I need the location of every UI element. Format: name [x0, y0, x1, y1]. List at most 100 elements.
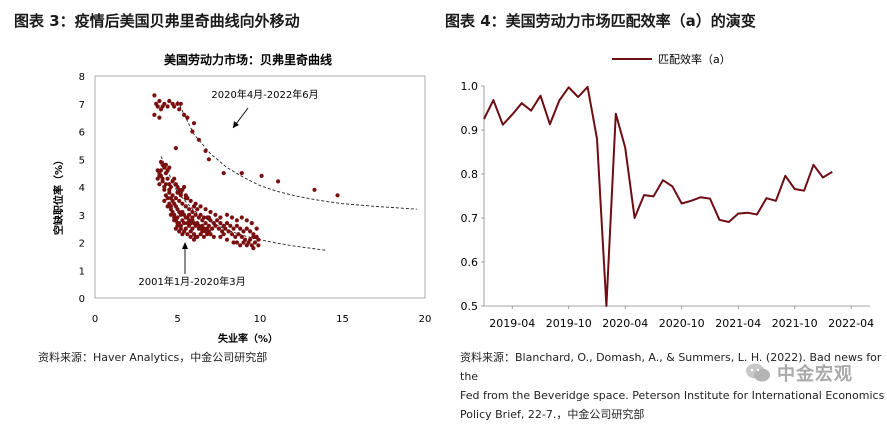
fit-curve	[160, 156, 327, 251]
y-tick-label: 0.7	[461, 212, 479, 225]
y-tick-label: 0.8	[461, 168, 479, 181]
data-point	[206, 223, 211, 228]
plot-frame	[94, 75, 426, 299]
data-point	[238, 226, 243, 231]
y-tick-label: 4	[79, 183, 85, 194]
y-tick-label: 7	[79, 100, 85, 111]
data-point	[215, 218, 220, 223]
left-source-note: 资料来源：Haver Analytics，中金公司研究部	[38, 351, 268, 364]
data-point	[208, 209, 213, 215]
y-tick-label: 8	[79, 72, 85, 83]
watermark-text: 中金宏观	[777, 364, 853, 385]
data-point	[182, 112, 187, 117]
data-point	[218, 215, 223, 220]
data-point	[251, 234, 256, 239]
x-tick-label: 2020-10	[659, 317, 705, 330]
chart-title: 美国劳动力市场：贝弗里奇曲线	[164, 52, 332, 67]
data-point	[244, 226, 249, 231]
data-point	[183, 204, 188, 209]
data-point	[213, 223, 218, 228]
data-point	[191, 237, 197, 242]
fit-curve	[177, 100, 417, 210]
data-point	[175, 190, 180, 195]
data-point	[167, 98, 172, 104]
data-point	[224, 221, 230, 226]
data-point	[163, 162, 168, 167]
data-point	[251, 246, 256, 251]
data-point	[190, 129, 195, 134]
data-point	[180, 218, 185, 223]
data-point	[188, 234, 193, 239]
data-point	[223, 226, 228, 231]
data-point	[165, 104, 170, 109]
left-chart-heading: 图表 3：疫情后美国贝弗里奇曲线向外移动	[14, 12, 300, 30]
data-point	[241, 229, 246, 234]
data-point	[173, 226, 178, 231]
data-point	[248, 229, 253, 234]
x-tick-label: 2019-04	[489, 317, 535, 330]
annotation-label: 2001年1月-2020年3月	[138, 275, 245, 288]
data-point	[170, 193, 175, 198]
data-point	[234, 218, 239, 223]
data-point	[185, 221, 190, 226]
data-point	[196, 226, 201, 231]
data-point	[173, 146, 178, 151]
data-point	[157, 173, 162, 178]
data-point	[201, 234, 206, 239]
data-point	[152, 93, 157, 98]
data-point	[226, 229, 231, 234]
data-point	[224, 212, 230, 217]
x-tick-label: 5	[174, 314, 180, 325]
data-point	[234, 223, 239, 228]
data-point	[170, 101, 175, 106]
data-point	[193, 212, 198, 217]
y-tick-label: 3	[79, 211, 85, 222]
data-point	[173, 196, 178, 201]
data-point	[160, 176, 165, 181]
data-point	[165, 204, 170, 209]
data-point	[155, 104, 160, 109]
data-point	[259, 173, 264, 178]
data-point	[190, 215, 195, 220]
data-point	[172, 176, 177, 181]
right-source-line-1: 资料来源：Blanchard, O., Domash, A., & Summer…	[460, 351, 882, 383]
y-tick-label: 6	[79, 128, 85, 139]
data-point	[182, 184, 187, 190]
data-point	[203, 221, 208, 226]
data-point	[224, 237, 230, 242]
data-point	[157, 115, 162, 120]
data-point	[195, 234, 200, 239]
data-point	[167, 187, 172, 192]
watermark: 中金宏观	[745, 360, 853, 386]
right-source-line-3: Policy Brief, 22-7.，中金公司研究部	[460, 408, 645, 421]
data-point	[239, 215, 244, 220]
x-tick-label: 2021-10	[772, 317, 818, 330]
annotation-arrowhead	[233, 121, 239, 128]
data-point	[206, 215, 211, 220]
beveridge-curve-chart: 美国劳动力市场：贝弗里奇曲线 0 1 2 3 4 5 6 7 8 0 5 10 15 20 失业率（%） 空缺职…	[52, 52, 431, 345]
data-point	[231, 240, 236, 245]
data-point	[234, 240, 239, 245]
data-point	[238, 243, 243, 248]
data-point	[187, 207, 192, 212]
data-point	[177, 107, 182, 112]
data-point	[248, 237, 253, 242]
data-point	[239, 234, 244, 239]
data-point	[276, 179, 281, 184]
right-chart-heading: 图表 4：美国劳动力市场匹配效率（a）的演变	[445, 12, 756, 30]
data-point	[236, 232, 241, 237]
data-point	[211, 234, 216, 239]
data-point	[200, 229, 205, 234]
data-point	[229, 232, 235, 237]
data-point	[175, 101, 180, 106]
data-point	[167, 165, 172, 170]
x-axis-label: 失业率（%）	[218, 332, 278, 345]
data-point	[252, 240, 258, 245]
data-point	[249, 221, 254, 226]
y-tick-label: 1	[79, 266, 85, 277]
wechat-icon	[746, 363, 770, 382]
data-point	[158, 168, 164, 173]
data-point	[244, 243, 249, 248]
data-point	[233, 234, 238, 239]
data-point	[241, 240, 246, 245]
